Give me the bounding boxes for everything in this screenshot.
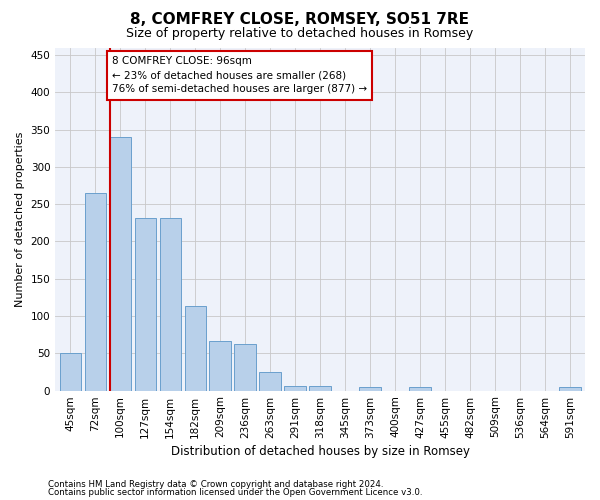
Text: Contains public sector information licensed under the Open Government Licence v3: Contains public sector information licen… [48, 488, 422, 497]
Bar [134, 218, 156, 390]
Text: Contains HM Land Registry data © Crown copyright and database right 2024.: Contains HM Land Registry data © Crown c… [48, 480, 383, 489]
Bar [235, 344, 256, 391]
Bar [85, 193, 106, 390]
X-axis label: Distribution of detached houses by size in Romsey: Distribution of detached houses by size … [170, 444, 470, 458]
Bar [160, 218, 181, 390]
Bar [185, 306, 206, 390]
Text: Size of property relative to detached houses in Romsey: Size of property relative to detached ho… [127, 28, 473, 40]
Text: 8, COMFREY CLOSE, ROMSEY, SO51 7RE: 8, COMFREY CLOSE, ROMSEY, SO51 7RE [131, 12, 470, 28]
Bar [110, 137, 131, 390]
Y-axis label: Number of detached properties: Number of detached properties [15, 132, 25, 306]
Bar [209, 340, 231, 390]
Bar [310, 386, 331, 390]
Bar [559, 387, 581, 390]
Bar [409, 387, 431, 390]
Bar [59, 354, 81, 391]
Bar [359, 387, 380, 390]
Bar [284, 386, 306, 390]
Text: 8 COMFREY CLOSE: 96sqm
← 23% of detached houses are smaller (268)
76% of semi-de: 8 COMFREY CLOSE: 96sqm ← 23% of detached… [112, 56, 367, 94]
Bar [259, 372, 281, 390]
